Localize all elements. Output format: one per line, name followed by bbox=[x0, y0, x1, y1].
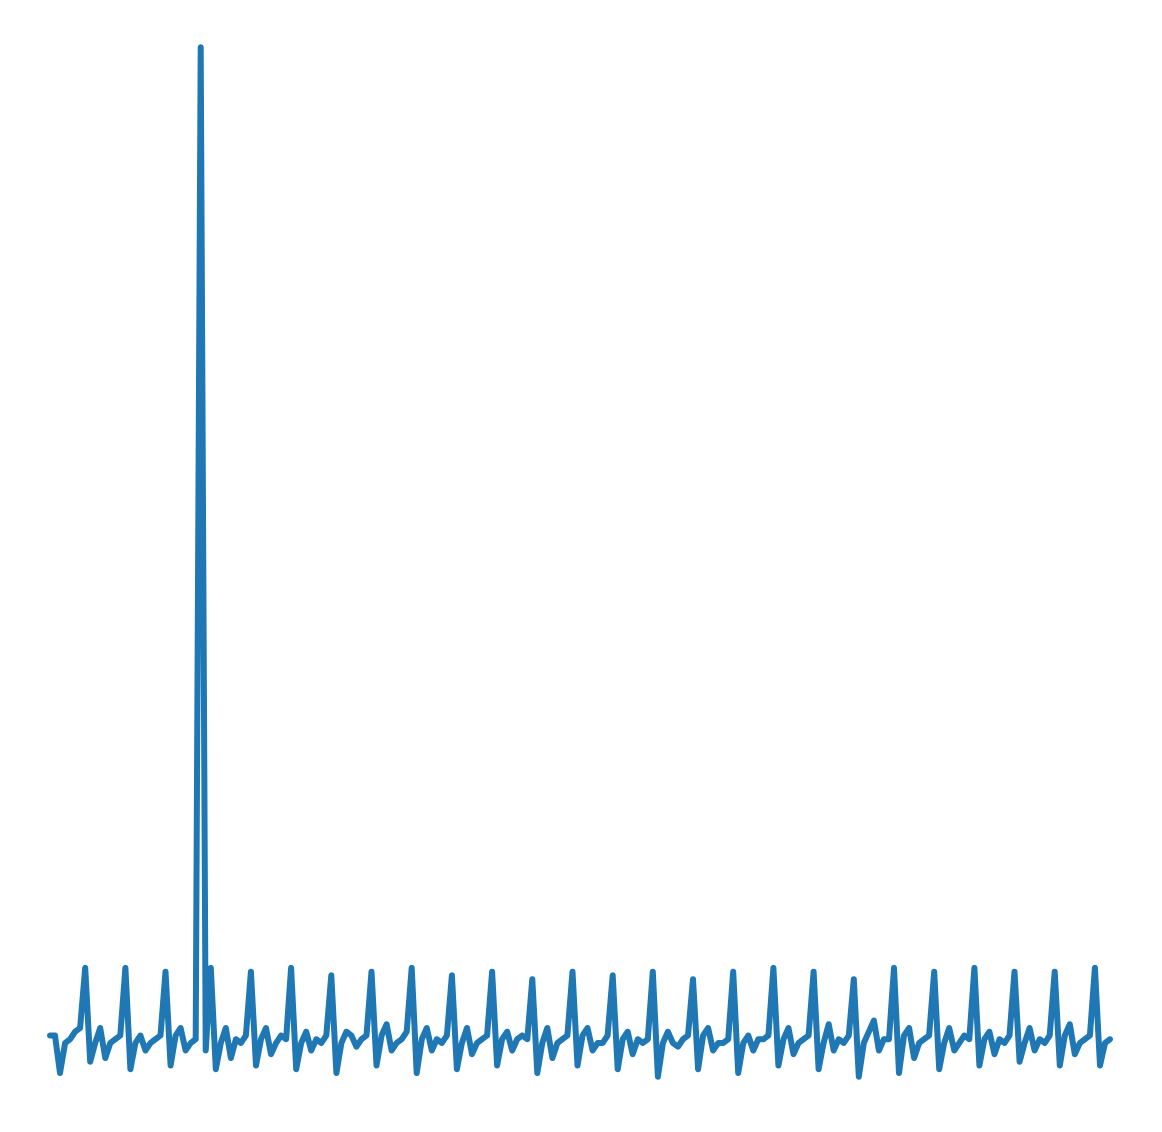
line-series bbox=[47, 44, 1113, 1080]
